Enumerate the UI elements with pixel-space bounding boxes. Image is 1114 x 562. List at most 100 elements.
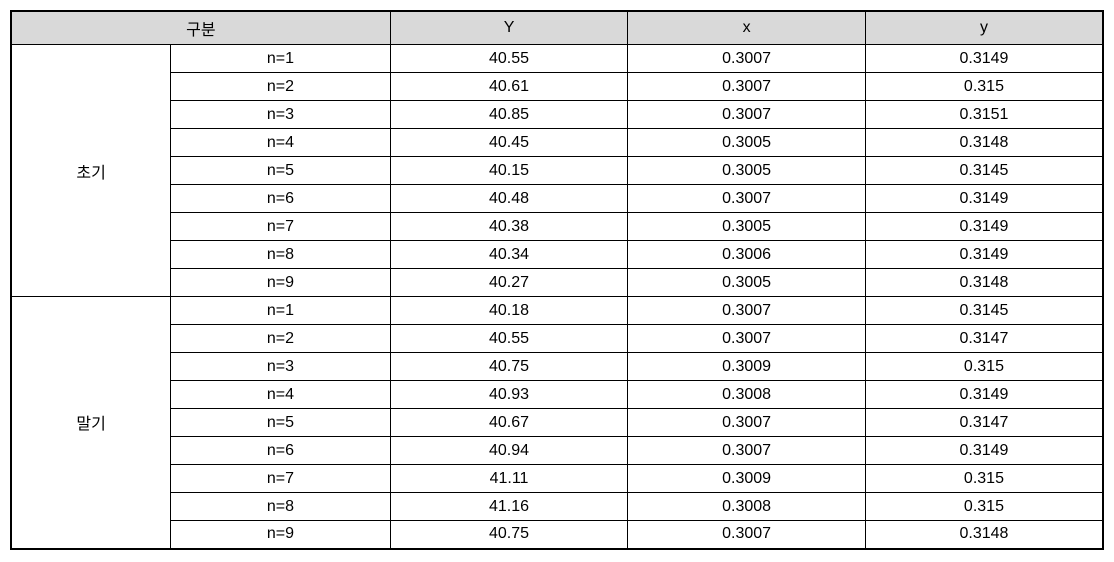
data-cell-x-lower: 0.3007 bbox=[628, 73, 866, 101]
header-category: 구분 bbox=[11, 11, 390, 45]
table-row: 초기n=140.550.30070.3149 bbox=[11, 45, 1103, 73]
table-row: n=741.110.30090.315 bbox=[11, 465, 1103, 493]
data-cell-y-upper: 40.94 bbox=[390, 437, 628, 465]
data-cell-x-lower: 0.3005 bbox=[628, 269, 866, 297]
n-label-cell: n=3 bbox=[171, 101, 391, 129]
data-cell-y-lower: 0.3149 bbox=[865, 437, 1103, 465]
table-row: n=840.340.30060.3149 bbox=[11, 241, 1103, 269]
data-cell-x-lower: 0.3009 bbox=[628, 465, 866, 493]
data-cell-y-lower: 0.315 bbox=[865, 493, 1103, 521]
data-cell-y-upper: 40.85 bbox=[390, 101, 628, 129]
table-header: 구분 Y x y bbox=[11, 11, 1103, 45]
data-cell-y-upper: 40.55 bbox=[390, 325, 628, 353]
data-cell-y-lower: 0.3148 bbox=[865, 129, 1103, 157]
table-row: n=740.380.30050.3149 bbox=[11, 213, 1103, 241]
data-cell-x-lower: 0.3007 bbox=[628, 45, 866, 73]
header-col-y-upper: Y bbox=[390, 11, 628, 45]
data-cell-y-upper: 40.61 bbox=[390, 73, 628, 101]
n-label-cell: n=9 bbox=[171, 521, 391, 549]
data-cell-y-lower: 0.3145 bbox=[865, 297, 1103, 325]
data-cell-x-lower: 0.3005 bbox=[628, 129, 866, 157]
n-label-cell: n=5 bbox=[171, 157, 391, 185]
data-cell-y-lower: 0.3149 bbox=[865, 213, 1103, 241]
data-cell-y-upper: 40.18 bbox=[390, 297, 628, 325]
n-label-cell: n=8 bbox=[171, 493, 391, 521]
table-row: n=240.550.30070.3147 bbox=[11, 325, 1103, 353]
table-row: n=640.940.30070.3149 bbox=[11, 437, 1103, 465]
table-row: n=240.610.30070.315 bbox=[11, 73, 1103, 101]
n-label-cell: n=6 bbox=[171, 437, 391, 465]
data-cell-y-upper: 40.93 bbox=[390, 381, 628, 409]
table-row: n=340.850.30070.3151 bbox=[11, 101, 1103, 129]
data-cell-x-lower: 0.3007 bbox=[628, 437, 866, 465]
data-cell-y-upper: 40.38 bbox=[390, 213, 628, 241]
data-cell-y-upper: 40.48 bbox=[390, 185, 628, 213]
data-table-container: 구분 Y x y 초기n=140.550.30070.3149n=240.610… bbox=[10, 10, 1104, 550]
table-row: n=640.480.30070.3149 bbox=[11, 185, 1103, 213]
table-body: 초기n=140.550.30070.3149n=240.610.30070.31… bbox=[11, 45, 1103, 549]
n-label-cell: n=7 bbox=[171, 465, 391, 493]
data-cell-y-lower: 0.3149 bbox=[865, 185, 1103, 213]
data-cell-y-lower: 0.3151 bbox=[865, 101, 1103, 129]
table-row: n=540.150.30050.3145 bbox=[11, 157, 1103, 185]
n-label-cell: n=2 bbox=[171, 325, 391, 353]
data-cell-y-lower: 0.315 bbox=[865, 353, 1103, 381]
data-cell-x-lower: 0.3009 bbox=[628, 353, 866, 381]
data-cell-y-upper: 41.16 bbox=[390, 493, 628, 521]
n-label-cell: n=1 bbox=[171, 297, 391, 325]
data-cell-y-upper: 40.55 bbox=[390, 45, 628, 73]
data-table: 구분 Y x y 초기n=140.550.30070.3149n=240.610… bbox=[10, 10, 1104, 550]
n-label-cell: n=6 bbox=[171, 185, 391, 213]
table-row: 말기n=140.180.30070.3145 bbox=[11, 297, 1103, 325]
data-cell-x-lower: 0.3008 bbox=[628, 493, 866, 521]
table-row: n=540.670.30070.3147 bbox=[11, 409, 1103, 437]
data-cell-y-lower: 0.3149 bbox=[865, 45, 1103, 73]
data-cell-y-lower: 0.3149 bbox=[865, 241, 1103, 269]
n-label-cell: n=3 bbox=[171, 353, 391, 381]
table-row: n=841.160.30080.315 bbox=[11, 493, 1103, 521]
data-cell-y-upper: 40.75 bbox=[390, 521, 628, 549]
group-label-cell: 말기 bbox=[11, 297, 171, 549]
data-cell-y-lower: 0.3147 bbox=[865, 409, 1103, 437]
data-cell-x-lower: 0.3007 bbox=[628, 101, 866, 129]
n-label-cell: n=1 bbox=[171, 45, 391, 73]
table-row: n=940.750.30070.3148 bbox=[11, 521, 1103, 549]
table-row: n=440.450.30050.3148 bbox=[11, 129, 1103, 157]
data-cell-y-lower: 0.315 bbox=[865, 73, 1103, 101]
n-label-cell: n=9 bbox=[171, 269, 391, 297]
data-cell-x-lower: 0.3007 bbox=[628, 409, 866, 437]
header-col-x-lower: x bbox=[628, 11, 866, 45]
n-label-cell: n=5 bbox=[171, 409, 391, 437]
data-cell-x-lower: 0.3005 bbox=[628, 157, 866, 185]
header-col-y-lower: y bbox=[865, 11, 1103, 45]
data-cell-x-lower: 0.3005 bbox=[628, 213, 866, 241]
data-cell-x-lower: 0.3007 bbox=[628, 521, 866, 549]
data-cell-y-lower: 0.3149 bbox=[865, 381, 1103, 409]
n-label-cell: n=8 bbox=[171, 241, 391, 269]
n-label-cell: n=4 bbox=[171, 129, 391, 157]
n-label-cell: n=2 bbox=[171, 73, 391, 101]
data-cell-x-lower: 0.3008 bbox=[628, 381, 866, 409]
data-cell-y-lower: 0.315 bbox=[865, 465, 1103, 493]
data-cell-y-upper: 40.75 bbox=[390, 353, 628, 381]
group-label-cell: 초기 bbox=[11, 45, 171, 297]
header-row: 구분 Y x y bbox=[11, 11, 1103, 45]
table-row: n=340.750.30090.315 bbox=[11, 353, 1103, 381]
n-label-cell: n=4 bbox=[171, 381, 391, 409]
data-cell-x-lower: 0.3007 bbox=[628, 325, 866, 353]
data-cell-y-lower: 0.3148 bbox=[865, 269, 1103, 297]
n-label-cell: n=7 bbox=[171, 213, 391, 241]
data-cell-y-upper: 40.15 bbox=[390, 157, 628, 185]
data-cell-y-lower: 0.3147 bbox=[865, 325, 1103, 353]
data-cell-y-upper: 40.34 bbox=[390, 241, 628, 269]
data-cell-x-lower: 0.3007 bbox=[628, 185, 866, 213]
data-cell-y-upper: 40.45 bbox=[390, 129, 628, 157]
table-row: n=440.930.30080.3149 bbox=[11, 381, 1103, 409]
data-cell-y-lower: 0.3148 bbox=[865, 521, 1103, 549]
data-cell-x-lower: 0.3006 bbox=[628, 241, 866, 269]
data-cell-y-upper: 40.67 bbox=[390, 409, 628, 437]
data-cell-y-lower: 0.3145 bbox=[865, 157, 1103, 185]
data-cell-y-upper: 40.27 bbox=[390, 269, 628, 297]
data-cell-x-lower: 0.3007 bbox=[628, 297, 866, 325]
table-row: n=940.270.30050.3148 bbox=[11, 269, 1103, 297]
